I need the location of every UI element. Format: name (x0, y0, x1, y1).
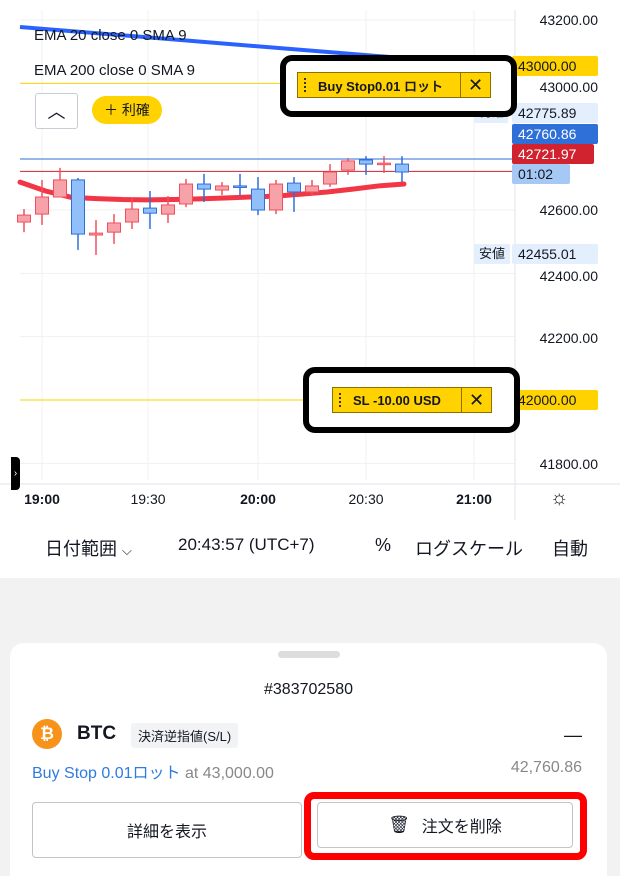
settings-sun-icon[interactable]: ☼ (550, 487, 569, 509)
candle-body (251, 188, 265, 211)
sl-chip-label: SL -10.00 USD (353, 392, 441, 408)
buy-stop-order-chip[interactable]: Buy Stop0.01 ロット ✕ (297, 72, 491, 98)
expand-panel-handle[interactable]: › (11, 457, 20, 490)
chevron-down-icon: ⌵ (122, 543, 132, 558)
time-tick: 19:00 (24, 491, 60, 507)
price-tick: 42600.00 (539, 202, 598, 218)
candle-body (71, 179, 85, 235)
buy-stop-chip-label: Buy Stop0.01 ロット (318, 78, 443, 94)
order-id: #383702580 (264, 681, 353, 698)
ema200-line (19, 24, 391, 60)
symbol: BTC (77, 723, 117, 744)
bitcoin-icon: ₿ (32, 719, 62, 749)
current-price: 42,760.86 (510, 759, 582, 776)
log-scale-toggle[interactable]: ログスケール (415, 539, 523, 559)
bid-price-tag: 42721.97 (512, 144, 594, 164)
candle-body (233, 185, 247, 188)
current-price-tag: 42760.86 (512, 124, 598, 144)
highlight-box (304, 792, 587, 860)
candle-body (377, 162, 391, 166)
candle-body (161, 204, 175, 215)
view-details-button[interactable]: 詳細を表示 (32, 802, 302, 858)
auto-scale-toggle[interactable]: 自動 (552, 539, 588, 559)
candle-body (359, 159, 373, 165)
delete-order-button[interactable]: 🗑 注文を削除 (317, 802, 573, 848)
chevron-up-icon: ︿ (47, 102, 66, 122)
buy-stop-price-tag: 43000.00 (512, 56, 598, 76)
percent-toggle[interactable]: % (375, 535, 392, 555)
low-tag-label: 安値 (474, 244, 511, 264)
price-tick: 42200.00 (539, 330, 598, 346)
candle-body (269, 183, 283, 211)
time-tick: 20:00 (240, 491, 276, 507)
collapse-indicators-button[interactable]: ︿ (35, 93, 78, 129)
candle-body (53, 179, 67, 198)
price-tick: 42400.00 (539, 268, 598, 284)
candle-body (341, 160, 355, 171)
candle-body (179, 183, 193, 205)
candle-body (215, 185, 229, 191)
candle-body (287, 182, 301, 193)
order-type-badge: 決済逆指値(S/L) (131, 723, 239, 748)
sheet-drag-handle[interactable] (278, 651, 340, 658)
sl-price-tag: 42000.00 (512, 390, 598, 410)
indicator-ema200-label[interactable]: EMA 200 close 0 SMA 9 (34, 62, 195, 79)
candle-body (197, 183, 211, 190)
chart-toolbar: 日付範囲 ⌵ 20:43:57 (UTC+7) % ログスケール 自動 (0, 535, 620, 559)
candle-body (35, 196, 49, 215)
price-tick: 43000.00 (539, 79, 598, 95)
candle-body (89, 232, 103, 236)
order-price: at 43,000.00 (184, 765, 274, 782)
countdown-tag: 01:02 (512, 164, 570, 184)
add-take-profit-button[interactable]: ＋ 利確 (92, 96, 162, 124)
drag-handle-icon[interactable] (339, 393, 347, 407)
take-profit-label: 利確 (121, 102, 150, 118)
time-tick: 20:30 (348, 491, 384, 507)
price-chart[interactable]: EMA 20 close 0 SMA 9 EMA 200 close 0 SMA… (0, 0, 620, 520)
chart-canvas[interactable] (0, 0, 620, 520)
pnl-value: — (564, 725, 582, 745)
candle-body (305, 185, 319, 193)
time-tick: 19:30 (130, 491, 166, 507)
order-description: Buy Stop 0.01ロット (32, 765, 181, 782)
candle-body (125, 208, 139, 223)
candle-body (17, 214, 31, 223)
clock-time[interactable]: 20:43:57 (UTC+7) (178, 535, 315, 554)
date-range-button[interactable]: 日付範囲 ⌵ (45, 535, 132, 561)
candle-body (323, 171, 337, 185)
take-profit-price-tag: 42775.89 (512, 103, 598, 123)
time-tick: 21:00 (456, 491, 492, 507)
price-tick: 43200.00 (539, 12, 598, 28)
delete-order-label: 注文を削除 (421, 819, 502, 836)
indicator-ema20-label[interactable]: EMA 20 close 0 SMA 9 (34, 27, 187, 44)
plus-icon: ＋ (104, 102, 122, 118)
sl-order-chip[interactable]: SL -10.00 USD ✕ (332, 387, 492, 413)
cancel-order-x-icon[interactable]: ✕ (460, 73, 490, 97)
candle-body (143, 207, 157, 214)
trash-icon: 🗑 (388, 815, 410, 834)
candle-body (107, 222, 121, 233)
date-range-label: 日付範囲 (45, 539, 117, 559)
candle-body (395, 163, 409, 173)
low-price-tag: 42455.01 (512, 244, 598, 264)
price-tick: 41800.00 (539, 456, 598, 472)
drag-handle-icon[interactable] (304, 78, 312, 92)
cancel-sl-x-icon[interactable]: ✕ (461, 388, 491, 412)
